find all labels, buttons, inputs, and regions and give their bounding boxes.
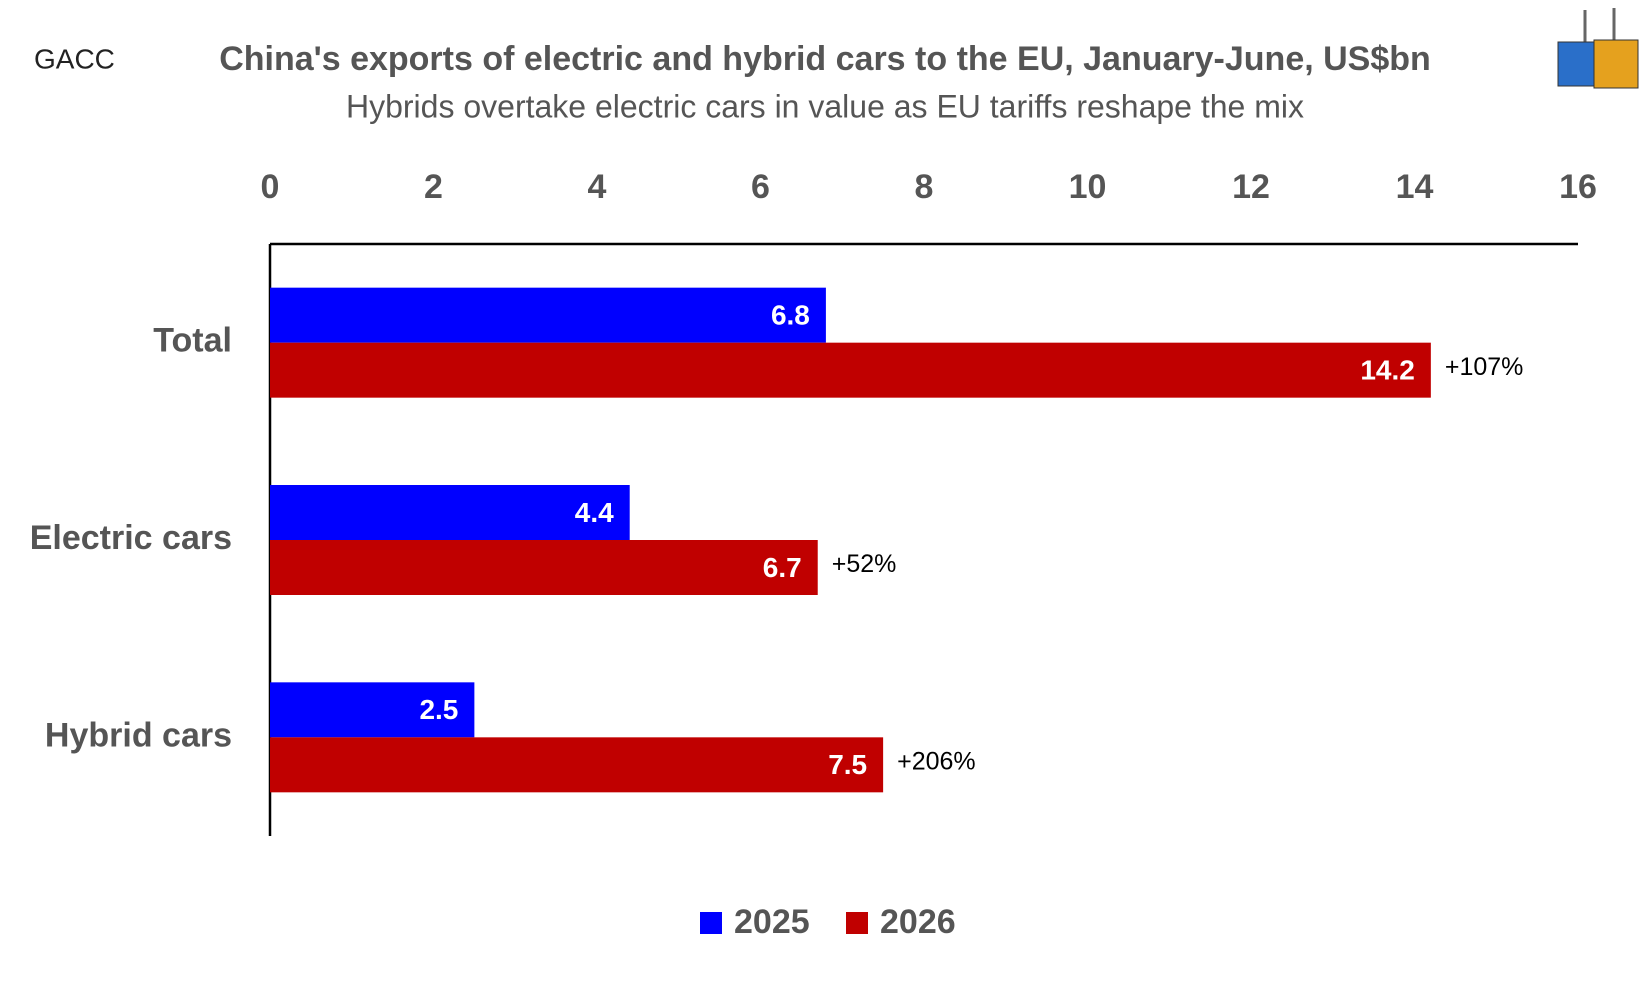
legend-swatch: [846, 912, 868, 934]
value-label: 2.5: [419, 694, 458, 725]
value-label: 7.5: [828, 749, 867, 780]
source: GACC: [34, 43, 115, 74]
legend-label: 2026: [880, 903, 956, 941]
category-label: Hybrid cars: [45, 716, 232, 754]
legend-swatch: [700, 912, 722, 934]
category-label: Total: [153, 322, 232, 360]
x-tick-label: 10: [1069, 168, 1107, 206]
value-label: 14.2: [1360, 355, 1415, 386]
value-label: 4.4: [575, 497, 614, 528]
x-tick-label: 12: [1232, 168, 1270, 206]
logo: [1557, 8, 1639, 89]
chart-title: China's exports of electric and hybrid c…: [219, 40, 1431, 78]
value-label: 6.8: [771, 300, 810, 331]
x-tick-label: 2: [424, 168, 443, 206]
category-label: Electric cars: [30, 519, 232, 557]
growth-label: +206%: [897, 747, 976, 775]
x-tick-label: 14: [1396, 168, 1434, 206]
x-tick-label: 6: [751, 168, 770, 206]
bar: [270, 737, 884, 793]
x-tick-label: 8: [915, 168, 934, 206]
bar: [270, 287, 826, 343]
value-label: 6.7: [763, 552, 802, 583]
bar: [270, 682, 475, 738]
bar: [270, 485, 630, 540]
x-tick-label: 16: [1559, 168, 1597, 206]
growth-label: +52%: [832, 550, 897, 578]
legend-label: 2025: [734, 903, 810, 941]
x-tick-label: 4: [588, 168, 607, 206]
chart-subtitle: Hybrids overtake electric cars in value …: [346, 88, 1304, 124]
bar: [270, 540, 818, 595]
growth-label: +107%: [1445, 353, 1524, 381]
bar: [270, 342, 1431, 398]
x-tick-label: 0: [261, 168, 280, 206]
